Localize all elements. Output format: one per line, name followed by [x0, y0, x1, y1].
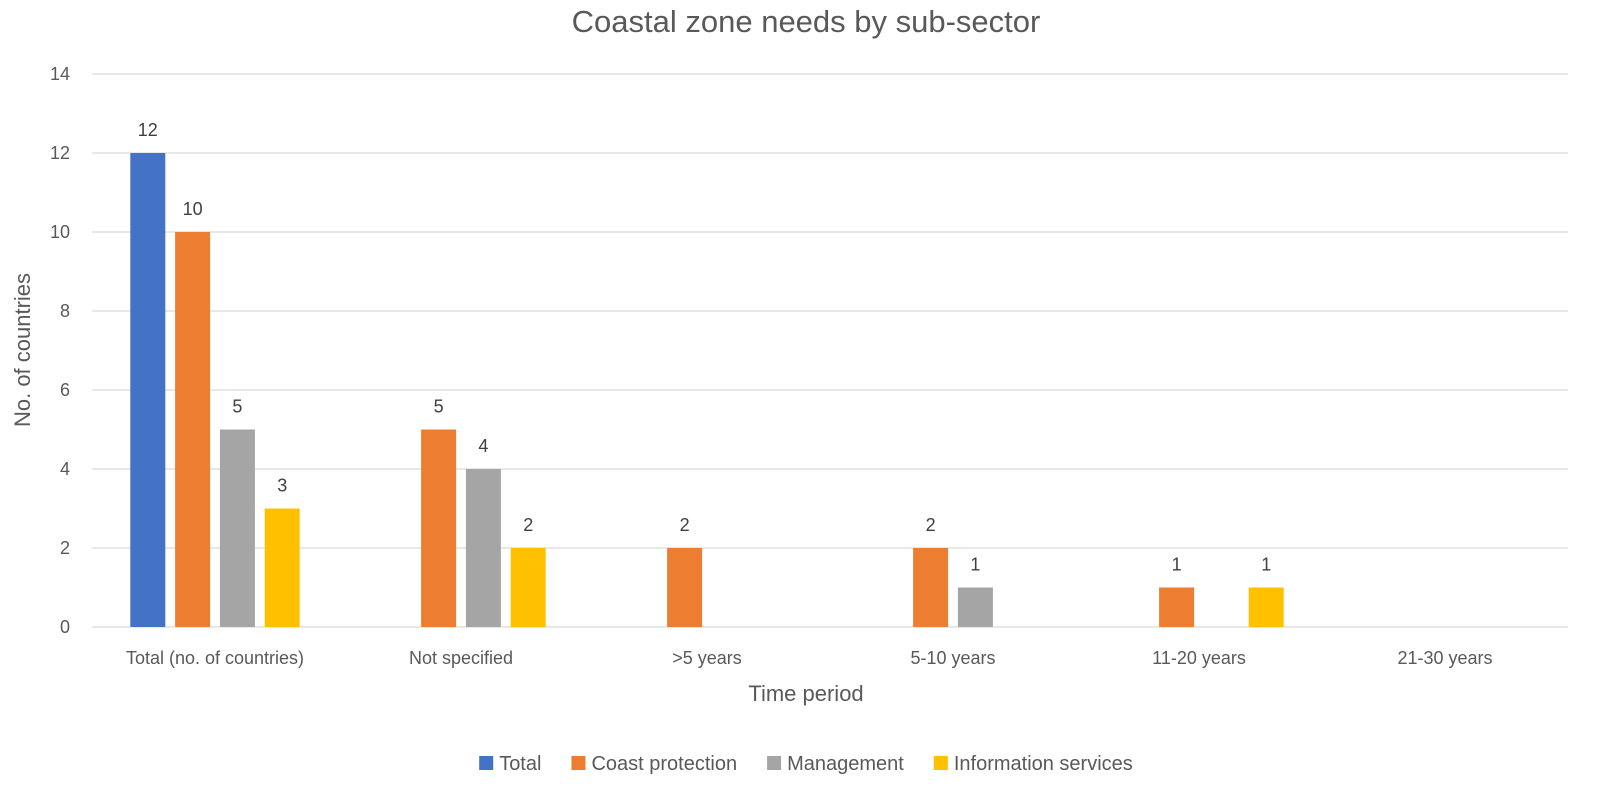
data-label: 2	[523, 515, 533, 535]
x-tick-label: Total (no. of countries)	[126, 648, 304, 668]
legend-swatch	[479, 756, 494, 770]
bar	[264, 508, 300, 627]
y-axis-ticks: 0 2 4 6 8 10 12 14	[50, 64, 70, 637]
bar	[667, 548, 703, 627]
legend: Total Coast protection Management Informati…	[479, 753, 1133, 775]
bars	[130, 153, 1284, 627]
legend-swatch	[767, 756, 782, 770]
legend-item: Information services	[933, 753, 1133, 775]
y-axis-title: No. of countries	[10, 273, 35, 427]
legend-item: Coast protection	[571, 753, 737, 775]
x-tick-label: 21-30 years	[1397, 648, 1492, 668]
gridlines	[92, 73, 1568, 628]
y-tick-label: 6	[60, 380, 70, 400]
data-label: 5	[434, 397, 444, 417]
data-label: 10	[183, 199, 203, 219]
legend-label: Information services	[954, 753, 1133, 775]
y-tick-label: 8	[60, 301, 70, 321]
legend-swatch	[933, 756, 948, 770]
bar	[465, 469, 501, 627]
legend-label: Total	[499, 753, 541, 775]
legend-item: Total	[479, 753, 541, 775]
bar	[1248, 587, 1284, 627]
legend-label: Coast protection	[591, 753, 737, 775]
bar	[510, 548, 546, 627]
x-tick-label: 5-10 years	[910, 648, 995, 668]
bar	[957, 587, 993, 627]
legend-label: Management	[787, 753, 904, 775]
x-tick-label: Not specified	[409, 648, 513, 668]
data-label: 2	[926, 515, 936, 535]
bar	[421, 429, 457, 627]
x-axis-title: Time period	[748, 681, 863, 706]
y-tick-label: 2	[60, 538, 70, 558]
x-tick-label: 11-20 years	[1152, 648, 1246, 668]
legend-item: Management	[767, 753, 904, 775]
bar	[1159, 587, 1195, 627]
data-label: 3	[277, 476, 287, 496]
data-label: 5	[232, 397, 242, 417]
data-label: 1	[1172, 555, 1182, 575]
legend-swatch	[571, 756, 586, 770]
bar	[219, 429, 255, 627]
bar	[130, 153, 166, 627]
data-label: 12	[138, 120, 158, 140]
y-tick-label: 12	[50, 143, 70, 163]
x-tick-label: >5 years	[672, 648, 742, 668]
data-label: 1	[970, 555, 980, 575]
bar	[175, 232, 211, 627]
y-tick-label: 4	[60, 459, 70, 479]
data-labels: 12 10 5 3 5 4 2 2 2 1 1 1	[138, 120, 1271, 575]
y-tick-label: 10	[50, 222, 70, 242]
data-label: 4	[478, 436, 488, 456]
data-label: 2	[680, 515, 690, 535]
y-tick-label: 14	[50, 64, 70, 84]
y-tick-label: 0	[60, 617, 70, 637]
x-axis-ticks: Total (no. of countries) Not specified >5 …	[126, 648, 1493, 668]
bar	[913, 548, 949, 627]
chart-title: Coastal zone needs by sub-sector	[572, 4, 1041, 39]
data-label: 1	[1261, 555, 1271, 575]
